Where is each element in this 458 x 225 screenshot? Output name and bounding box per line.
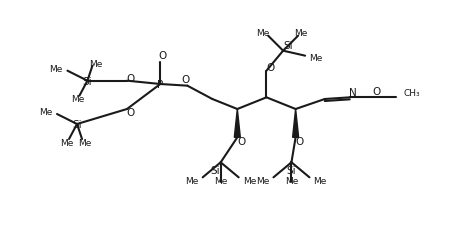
Text: O: O — [295, 137, 304, 147]
Text: Me: Me — [294, 29, 308, 38]
Text: N: N — [349, 88, 357, 98]
Text: Me: Me — [38, 108, 52, 117]
Text: O: O — [127, 73, 135, 83]
Text: Me: Me — [256, 29, 270, 38]
Text: Si: Si — [211, 166, 220, 176]
Text: Me: Me — [309, 54, 322, 63]
Text: Si: Si — [287, 166, 296, 176]
Text: P: P — [157, 80, 164, 90]
Polygon shape — [293, 110, 299, 138]
Text: Me: Me — [285, 177, 298, 185]
Text: O: O — [181, 74, 190, 84]
Polygon shape — [234, 110, 240, 138]
Text: Me: Me — [256, 176, 269, 185]
Text: Me: Me — [49, 65, 62, 74]
Text: Si: Si — [284, 40, 293, 50]
Text: O: O — [267, 62, 275, 72]
Text: Me: Me — [71, 95, 84, 104]
Text: Me: Me — [78, 138, 92, 147]
Text: Si: Si — [72, 119, 82, 129]
Text: Si: Si — [82, 76, 92, 86]
Text: CH₃: CH₃ — [403, 88, 420, 97]
Text: Me: Me — [60, 138, 74, 147]
Text: Me: Me — [89, 60, 102, 69]
Text: Me: Me — [313, 176, 327, 185]
Text: Me: Me — [243, 176, 256, 185]
Text: O: O — [237, 137, 245, 147]
Text: O: O — [158, 51, 166, 61]
Text: Me: Me — [214, 177, 227, 185]
Text: O: O — [127, 108, 135, 117]
Text: Me: Me — [185, 176, 199, 185]
Text: O: O — [373, 87, 381, 97]
